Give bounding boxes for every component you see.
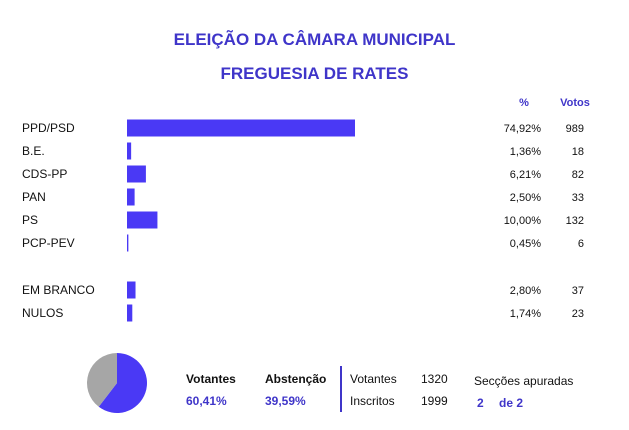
category-label: B.E. — [22, 144, 45, 158]
abstencao-header: Abstenção — [265, 372, 327, 386]
votes-label: 23 — [572, 308, 584, 320]
chart-subtitle: FREGUESIA DE RATES — [220, 64, 409, 83]
divider-line — [340, 366, 342, 412]
votes-label: 6 — [578, 238, 584, 250]
votes-label: 132 — [566, 215, 584, 227]
bar — [127, 188, 135, 206]
seccoes-total: de 2 — [499, 396, 524, 410]
votes-label: 33 — [572, 192, 584, 204]
inscritos-count: 1999 — [421, 394, 448, 408]
votes-label: 82 — [572, 169, 584, 181]
category-label: EM BRANCO — [22, 283, 95, 297]
votantes-count-label: Votantes — [350, 372, 397, 386]
inscritos-label: Inscritos — [350, 394, 395, 408]
votes-label: 989 — [566, 123, 584, 135]
category-label: NULOS — [22, 306, 63, 320]
category-label: PS — [22, 213, 38, 227]
percent-label: 10,00% — [504, 215, 542, 227]
percent-label: 1,36% — [510, 146, 541, 158]
results-bar-chart: PPD/PSD 74,92% 989 B.E. 1,36% 18 CDS-PP 6,21% 82… — [22, 119, 584, 322]
votantes-percent: 60,41% — [186, 394, 227, 408]
percent-label: 2,80% — [510, 285, 541, 297]
bar — [127, 165, 146, 183]
pie-slice-abstencao — [86, 353, 117, 407]
percent-label: 74,92% — [504, 123, 542, 135]
votes-column-header: Votos — [560, 97, 590, 109]
chart-title: ELEIÇÃO DA CÂMARA MUNICIPAL — [173, 30, 456, 49]
seccoes-done: 2 — [477, 396, 484, 410]
seccoes-label: Secções apuradas — [474, 374, 574, 388]
bar — [127, 142, 132, 160]
bar — [127, 304, 133, 322]
pie-slice-votantes — [98, 353, 147, 414]
votantes-header: Votantes — [186, 372, 236, 386]
category-label: PPD/PSD — [22, 121, 75, 135]
votantes-count: 1320 — [421, 372, 448, 386]
bar — [127, 234, 129, 252]
bar — [127, 119, 355, 137]
percent-label: 1,74% — [510, 308, 541, 320]
votes-label: 18 — [572, 146, 584, 158]
percent-label: 0,45% — [510, 238, 541, 250]
bar — [127, 281, 136, 299]
bar — [127, 211, 158, 229]
category-label: PCP-PEV — [22, 236, 75, 250]
category-label: CDS-PP — [22, 167, 67, 181]
percent-label: 6,21% — [510, 169, 541, 181]
percent-column-header: % — [519, 97, 529, 109]
category-label: PAN — [22, 190, 46, 204]
votes-label: 37 — [572, 285, 584, 297]
percent-label: 2,50% — [510, 192, 541, 204]
abstencao-percent: 39,59% — [265, 394, 306, 408]
